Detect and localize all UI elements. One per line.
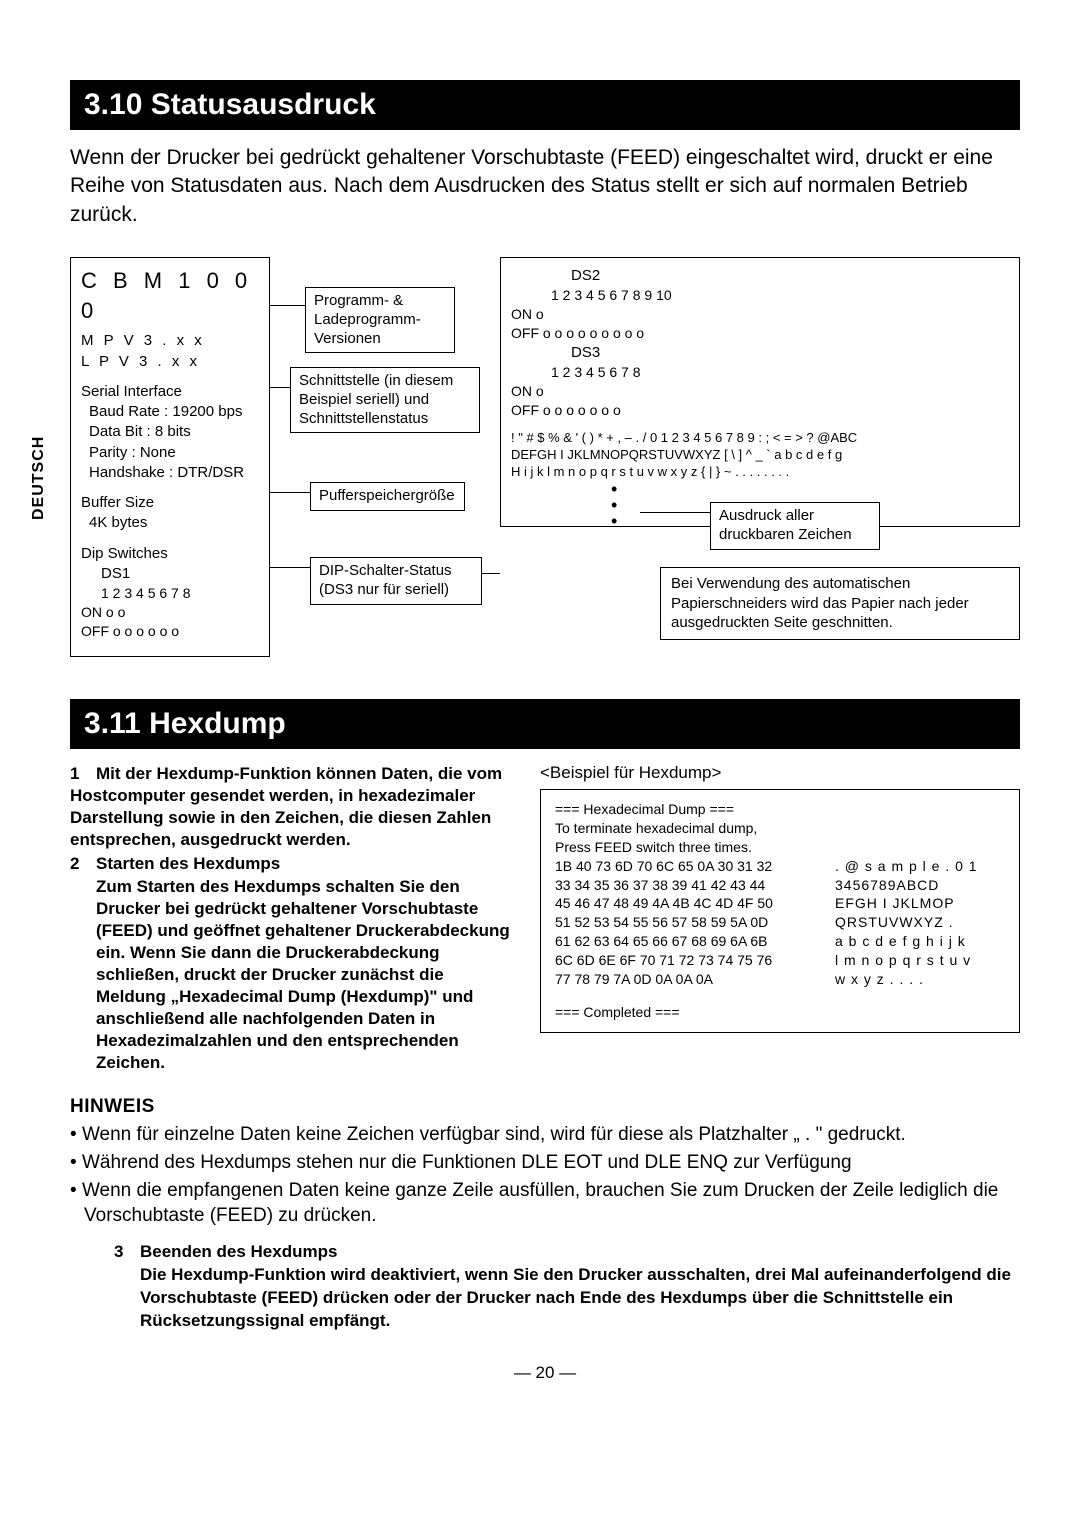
serial-header: Serial Interface [81,382,259,402]
hexdump-steps: 1Mit der Hexdump-Funktion können Daten, … [70,763,510,1076]
chars-line3: H i j k l m n o p q r s t u v w x y z { … [511,464,1009,481]
caption-program: Programm- & Ladeprogramm-Versionen [305,287,455,353]
hex-step-1: 1Mit der Hexdump-Funktion können Daten, … [70,763,510,851]
dump-line1: To terminate hexadecimal dump, [555,819,1005,838]
buffer-header: Buffer Size [81,493,259,513]
hexdump-example-title: <Beispiel für Hexdump> [540,763,1020,783]
chars-line1: ! " # $ % & ' ( ) * + , – . / 0 1 2 3 4 … [511,430,1009,447]
language-side-label: DEUTSCH [30,436,48,520]
status-printout-right: DS2 1 2 3 4 5 6 7 8 9 10 ON o OFF o o o … [500,257,1020,527]
ds2-off: OFF o o o o o o o o o [511,324,1009,343]
ds3-on: ON o [511,382,1009,401]
mpv-line: M P V 3 . x x [81,331,259,351]
hexdump-output-box: === Hexadecimal Dump === To terminate he… [540,789,1020,1033]
section-311-header: 3.11 Hexdump [70,699,1020,749]
hex-step-3: 3Beenden des Hexdumps Die Hexdump-Funkti… [70,1241,1020,1333]
hinweis-item-2: Während des Hexdumps stehen nur die Funk… [84,1150,1020,1176]
hex-row: 6C 6D 6E 6F 70 71 72 73 74 75 76l m n o … [555,951,1005,970]
dump-footer: === Completed === [555,1003,1005,1022]
hex-row: 61 62 63 64 65 66 67 68 69 6A 6Ba b c d … [555,932,1005,951]
hex-row: 77 78 79 7A 0D 0A 0A 0Aw x y z . . . . [555,970,1005,989]
parity-line: Parity : None [81,443,259,463]
section-310-header: 3.10 Statusausdruck [70,80,1020,130]
caption-chars: Ausdruck aller druckbaren Zeichen [710,502,880,550]
status-printout-left: C B M 1 0 0 0 M P V 3 . x x L P V 3 . x … [70,257,270,657]
ds3-label: DS3 [511,343,1009,363]
section-310-intro: Wenn der Drucker bei gedrückt gehaltener… [70,144,1020,229]
hex-row: 33 34 35 36 37 38 39 41 42 43 443456789A… [555,876,1005,895]
hex-row: 1B 40 73 6D 70 6C 65 0A 30 31 32. @ s a … [555,857,1005,876]
ds1-label: DS1 [81,564,259,584]
dump-line2: Press FEED switch three times. [555,838,1005,857]
ds3-nums: 1 2 3 4 5 6 7 8 [511,363,1009,382]
caption-buffer: Pufferspeichergröße [310,482,465,511]
ds1-on: ON o o [81,603,259,622]
hinweis-list: Wenn für einzelne Daten keine Zeichen ve… [70,1122,1020,1229]
lpv-line: L P V 3 . x x [81,352,259,372]
baud-line: Baud Rate : 19200 bps [81,402,259,422]
hex-row: 45 46 47 48 49 4A 4B 4C 4D 4F 50EFGH I J… [555,894,1005,913]
caption-cutter: Bei Verwendung des automatischen Papiers… [660,567,1020,640]
databit-line: Data Bit : 8 bits [81,422,259,442]
dump-header: === Hexadecimal Dump === [555,800,1005,819]
hex-step-2: 2Starten des Hexdumps Zum Starten des He… [70,853,510,1074]
caption-interface: Schnittstelle (in diesem Beispiel seriel… [290,367,480,433]
buffer-value: 4K bytes [81,513,259,533]
ds2-on: ON o [511,305,1009,324]
hinweis-title: HINWEIS [70,1096,1020,1118]
hinweis-item-3: Wenn die empfangenen Daten keine ganze Z… [84,1178,1020,1229]
handshake-line: Handshake : DTR/DSR [81,463,259,483]
dip-header: Dip Switches [81,544,259,564]
page-number: — 20 — [70,1363,1020,1383]
hex-row: 51 52 53 54 55 56 57 58 59 5A 0DQRSTUVWX… [555,913,1005,932]
chars-line2: DEFGH I JKLMNOPQRSTUVWXYZ [ \ ] ^ _ ` a … [511,447,1009,464]
ds2-nums: 1 2 3 4 5 6 7 8 9 10 [511,286,1009,305]
ds1-nums: 1 2 3 4 5 6 7 8 [81,584,259,603]
ds2-label: DS2 [511,266,1009,286]
status-diagram: C B M 1 0 0 0 M P V 3 . x x L P V 3 . x … [70,257,1020,677]
ds3-off: OFF o o o o o o o [511,401,1009,420]
model-title: C B M 1 0 0 0 [81,266,259,325]
hinweis-item-1: Wenn für einzelne Daten keine Zeichen ve… [84,1122,1020,1148]
ds1-off: OFF o o o o o o [81,622,259,641]
caption-dip: DIP-Schalter-Status (DS3 nur für seriell… [310,557,482,605]
